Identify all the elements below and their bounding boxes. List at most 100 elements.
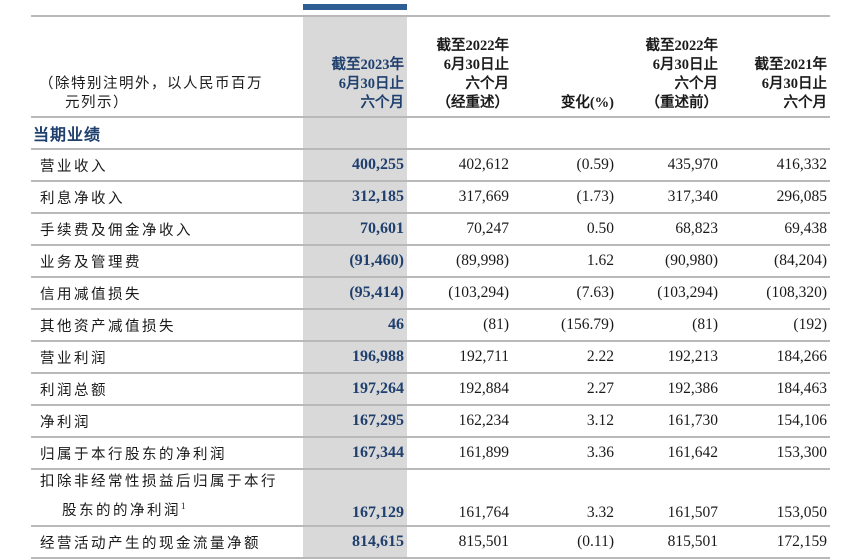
unit-note-line2: 元列示） [65, 95, 129, 111]
cell-2023h1: 814,615 [303, 526, 407, 559]
cell-change: 1.62 [512, 245, 617, 278]
col-header-2023h1: 截至2023年 6月30日止 六个月 [303, 15, 407, 118]
cell-2021h1: 153,050 [721, 469, 830, 527]
cell-2023h1: 167,295 [303, 405, 407, 438]
table-row: 其他资产减值损失 46 (81) (156.79) (81) (192) [31, 309, 830, 342]
current-period-accent-bar [303, 4, 407, 10]
header-line: 6月30日止 [761, 76, 827, 92]
cell-2021h1: 69,438 [721, 213, 830, 246]
cell-2022h1-restated: (81) [407, 309, 512, 342]
cell-2021h1: 416,332 [721, 149, 830, 182]
cell-change: 3.32 [512, 469, 617, 527]
table-row: 信用减值损失 (95,414) (103,294) (7.63) (103,29… [31, 277, 830, 310]
row-label-line2-text: 股东的的净利润 [62, 503, 181, 519]
cell-2021h1: 172,159 [721, 526, 830, 559]
header-line: 6月30日止 [443, 57, 509, 73]
cell-2022h1-restated: (103,294) [407, 277, 512, 310]
header-line: 6月30日止 [338, 76, 404, 92]
header-line: 六个月 [783, 95, 828, 111]
row-label: 营业收入 [31, 149, 303, 182]
unit-note-line1: （除特别注明外，以人民币百万 [39, 76, 263, 92]
cell-2022h1-restated: 161,764 [407, 469, 512, 527]
cell-2023h1: 167,344 [303, 437, 407, 470]
cell-change: (1.73) [512, 181, 617, 214]
table-row: 业务及管理费 (91,460) (89,998) 1.62 (90,980) (… [31, 245, 830, 278]
cell-2021h1: (192) [721, 309, 830, 342]
col-header-2021h1: 截至2021年 6月30日止 六个月 [721, 15, 830, 118]
col-header-2022h1-original: 截至2022年 6月30日止 六个月 （重述前） [617, 15, 721, 118]
cell-change: 2.22 [512, 341, 617, 374]
cell-2022h1-original: 192,213 [617, 341, 721, 374]
cell-2022h1-original: (90,980) [617, 245, 721, 278]
cell-2022h1-restated: 402,612 [407, 149, 512, 182]
cell-2023h1: 70,601 [303, 213, 407, 246]
cell-2022h1-restated: 161,899 [407, 437, 512, 470]
row-label: 营业利润 [31, 341, 303, 374]
header-line: 6月30日止 [652, 57, 718, 73]
header-line: 六个月 [674, 76, 719, 92]
cell-2022h1-original: 435,970 [617, 149, 721, 182]
cell-2022h1-original: 161,642 [617, 437, 721, 470]
header-line: 截至2021年 [754, 57, 828, 73]
financial-highlights-table: （除特别注明外，以人民币百万 元列示） 截至2023年 6月30日止 六个月 截… [31, 15, 830, 559]
cell-2022h1-original: 815,501 [617, 526, 721, 559]
cell-change: (156.79) [512, 309, 617, 342]
cell-2022h1-original: 317,340 [617, 181, 721, 214]
table-header-row: （除特别注明外，以人民币百万 元列示） 截至2023年 6月30日止 六个月 截… [31, 15, 830, 118]
unit-note: （除特别注明外，以人民币百万 元列示） [31, 15, 303, 118]
cell-2022h1-original: 161,730 [617, 405, 721, 438]
cell-2021h1: 154,106 [721, 405, 830, 438]
cell-2021h1: (84,204) [721, 245, 830, 278]
cell-2023h1: 312,185 [303, 181, 407, 214]
cell-2022h1-original: (81) [617, 309, 721, 342]
cell-2022h1-original: 192,386 [617, 373, 721, 406]
row-label: 归属于本行股东的净利润 [31, 437, 303, 470]
row-label: 业务及管理费 [31, 245, 303, 278]
cell-2022h1-restated: 192,711 [407, 341, 512, 374]
table-row: 经营活动产生的现金流量净额 814,615 815,501 (0.11) 815… [31, 526, 830, 559]
table-row: 利润总额 197,264 192,884 2.27 192,386 184,46… [31, 373, 830, 406]
cell-2022h1-restated: 815,501 [407, 526, 512, 559]
cell-change: 3.12 [512, 405, 617, 438]
cell-2022h1-restated: (89,998) [407, 245, 512, 278]
cell-2022h1-restated: 317,669 [407, 181, 512, 214]
col-header-change: 变化(%) [512, 15, 617, 118]
cell-2023h1: 167,129 [303, 469, 407, 527]
cell-2021h1: 184,463 [721, 373, 830, 406]
row-label: 扣除非经常性损益后归属于本行 股东的的净利润1 [31, 469, 303, 527]
cell-2022h1-original: 161,507 [617, 469, 721, 527]
cell-2022h1-restated: 192,884 [407, 373, 512, 406]
row-label: 信用减值损失 [31, 277, 303, 310]
header-line: 变化(%) [560, 95, 614, 111]
header-line: 截至2022年 [436, 38, 510, 54]
cell-2021h1: 184,266 [721, 341, 830, 374]
row-label: 利息净收入 [31, 181, 303, 214]
cell-change: (0.59) [512, 149, 617, 182]
row-label: 手续费及佣金净收入 [31, 213, 303, 246]
table-row: 归属于本行股东的净利润 167,344 161,899 3.36 161,642… [31, 437, 830, 470]
cell-2022h1-original: 68,823 [617, 213, 721, 246]
header-line: 六个月 [360, 95, 405, 111]
footnote-marker: 1 [181, 501, 186, 511]
cell-2023h1: 196,988 [303, 341, 407, 374]
table-row: 营业利润 196,988 192,711 2.22 192,213 184,26… [31, 341, 830, 374]
cell-change: 0.50 [512, 213, 617, 246]
header-line: （经重述） [436, 95, 510, 111]
table-row: 营业收入 400,255 402,612 (0.59) 435,970 416,… [31, 149, 830, 182]
row-label: 经营活动产生的现金流量净额 [31, 526, 303, 559]
cell-2023h1: 400,255 [303, 149, 407, 182]
cell-2021h1: 153,300 [721, 437, 830, 470]
col-header-2022h1-restated: 截至2022年 6月30日止 六个月 （经重述） [407, 15, 512, 118]
section-row: 当期业绩 [31, 117, 830, 150]
cell-2021h1: (108,320) [721, 277, 830, 310]
row-label: 净利润 [31, 405, 303, 438]
cell-2022h1-original: (103,294) [617, 277, 721, 310]
row-label: 利润总额 [31, 373, 303, 406]
cell-2022h1-restated: 162,234 [407, 405, 512, 438]
row-label: 其他资产减值损失 [31, 309, 303, 342]
table-row: 利息净收入 312,185 317,669 (1.73) 317,340 296… [31, 181, 830, 214]
cell-2021h1: 296,085 [721, 181, 830, 214]
cell-change: (0.11) [512, 526, 617, 559]
section-title: 当期业绩 [31, 117, 303, 150]
header-line: （重述前） [645, 95, 719, 111]
